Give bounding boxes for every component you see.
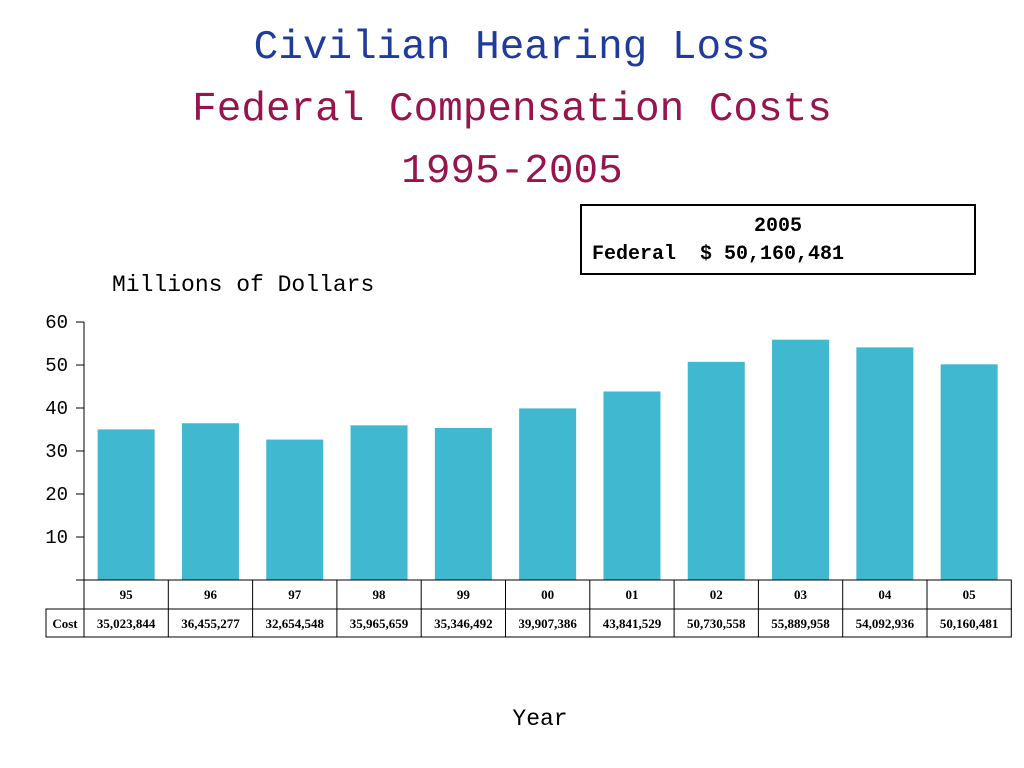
x-tick-label-01: 01 [625,587,638,602]
data-label-96: 36,455,277 [181,616,240,631]
data-label-04: 54,092,936 [856,616,915,631]
bar-98 [350,425,408,580]
data-label-00: 39,907,386 [518,616,577,631]
y-tick-label-40: 40 [45,398,68,420]
y-tick-label-20: 20 [45,484,68,506]
summary-label: Federal [592,243,677,266]
bar-02 [687,361,745,580]
data-label-05: 50,160,481 [940,616,999,631]
y-tick-label-10: 10 [45,527,68,549]
table-value-row [45,608,1012,638]
bar-95 [97,429,155,580]
summary-value: $ 50,160,481 [700,243,845,266]
bar-01 [603,391,661,580]
y-axis-label: Millions of Dollars [112,272,375,298]
y-tick-label-60: 60 [45,312,68,334]
x-tick-label-95: 95 [120,587,134,602]
x-tick-label-03: 03 [794,587,808,602]
table-row-label: Cost [52,616,78,631]
bar-97 [266,439,324,580]
bar-chart: 10 20 30 40 50 60 Cost 95 35,023,844 96 36,455,27… [45,312,1012,638]
data-label-97: 32,654,548 [266,616,325,631]
bar-99 [434,428,492,580]
chart-title-line-1: Civilian Hearing Loss [253,25,771,71]
summary-year: 2005 [753,215,802,238]
x-tick-label-05: 05 [963,587,977,602]
data-label-95: 35,023,844 [97,616,156,631]
x-tick-label-04: 04 [878,587,892,602]
data-label-98: 35,965,659 [350,616,409,631]
x-tick-label-99: 99 [457,587,471,602]
chart-title-line-3: 1995-2005 [401,149,623,195]
bar-00 [519,408,577,580]
x-tick-label-02: 02 [710,587,723,602]
bar-04 [856,347,914,580]
bar-05 [940,364,998,580]
data-label-02: 50,730,558 [687,616,746,631]
x-tick-label-00: 00 [541,587,554,602]
y-tick-label-30: 30 [45,441,68,463]
x-tick-label-96: 96 [204,587,218,602]
x-axis-label: Year [512,706,568,732]
data-label-03: 55,889,958 [771,616,830,631]
x-tick-label-97: 97 [288,587,302,602]
chart-title-line-2: Federal Compensation Costs [192,87,832,133]
y-tick-label-50: 50 [45,355,68,377]
x-tick-label-98: 98 [373,587,387,602]
data-label-01: 43,841,529 [603,616,662,631]
summary-box: 2005 Federal $ 50,160,481 [580,204,976,275]
bar-96 [181,423,239,580]
data-label-99: 35,346,492 [434,616,493,631]
summary-row: Federal $ 50,160,481 [592,242,844,268]
bar-03 [772,339,830,580]
